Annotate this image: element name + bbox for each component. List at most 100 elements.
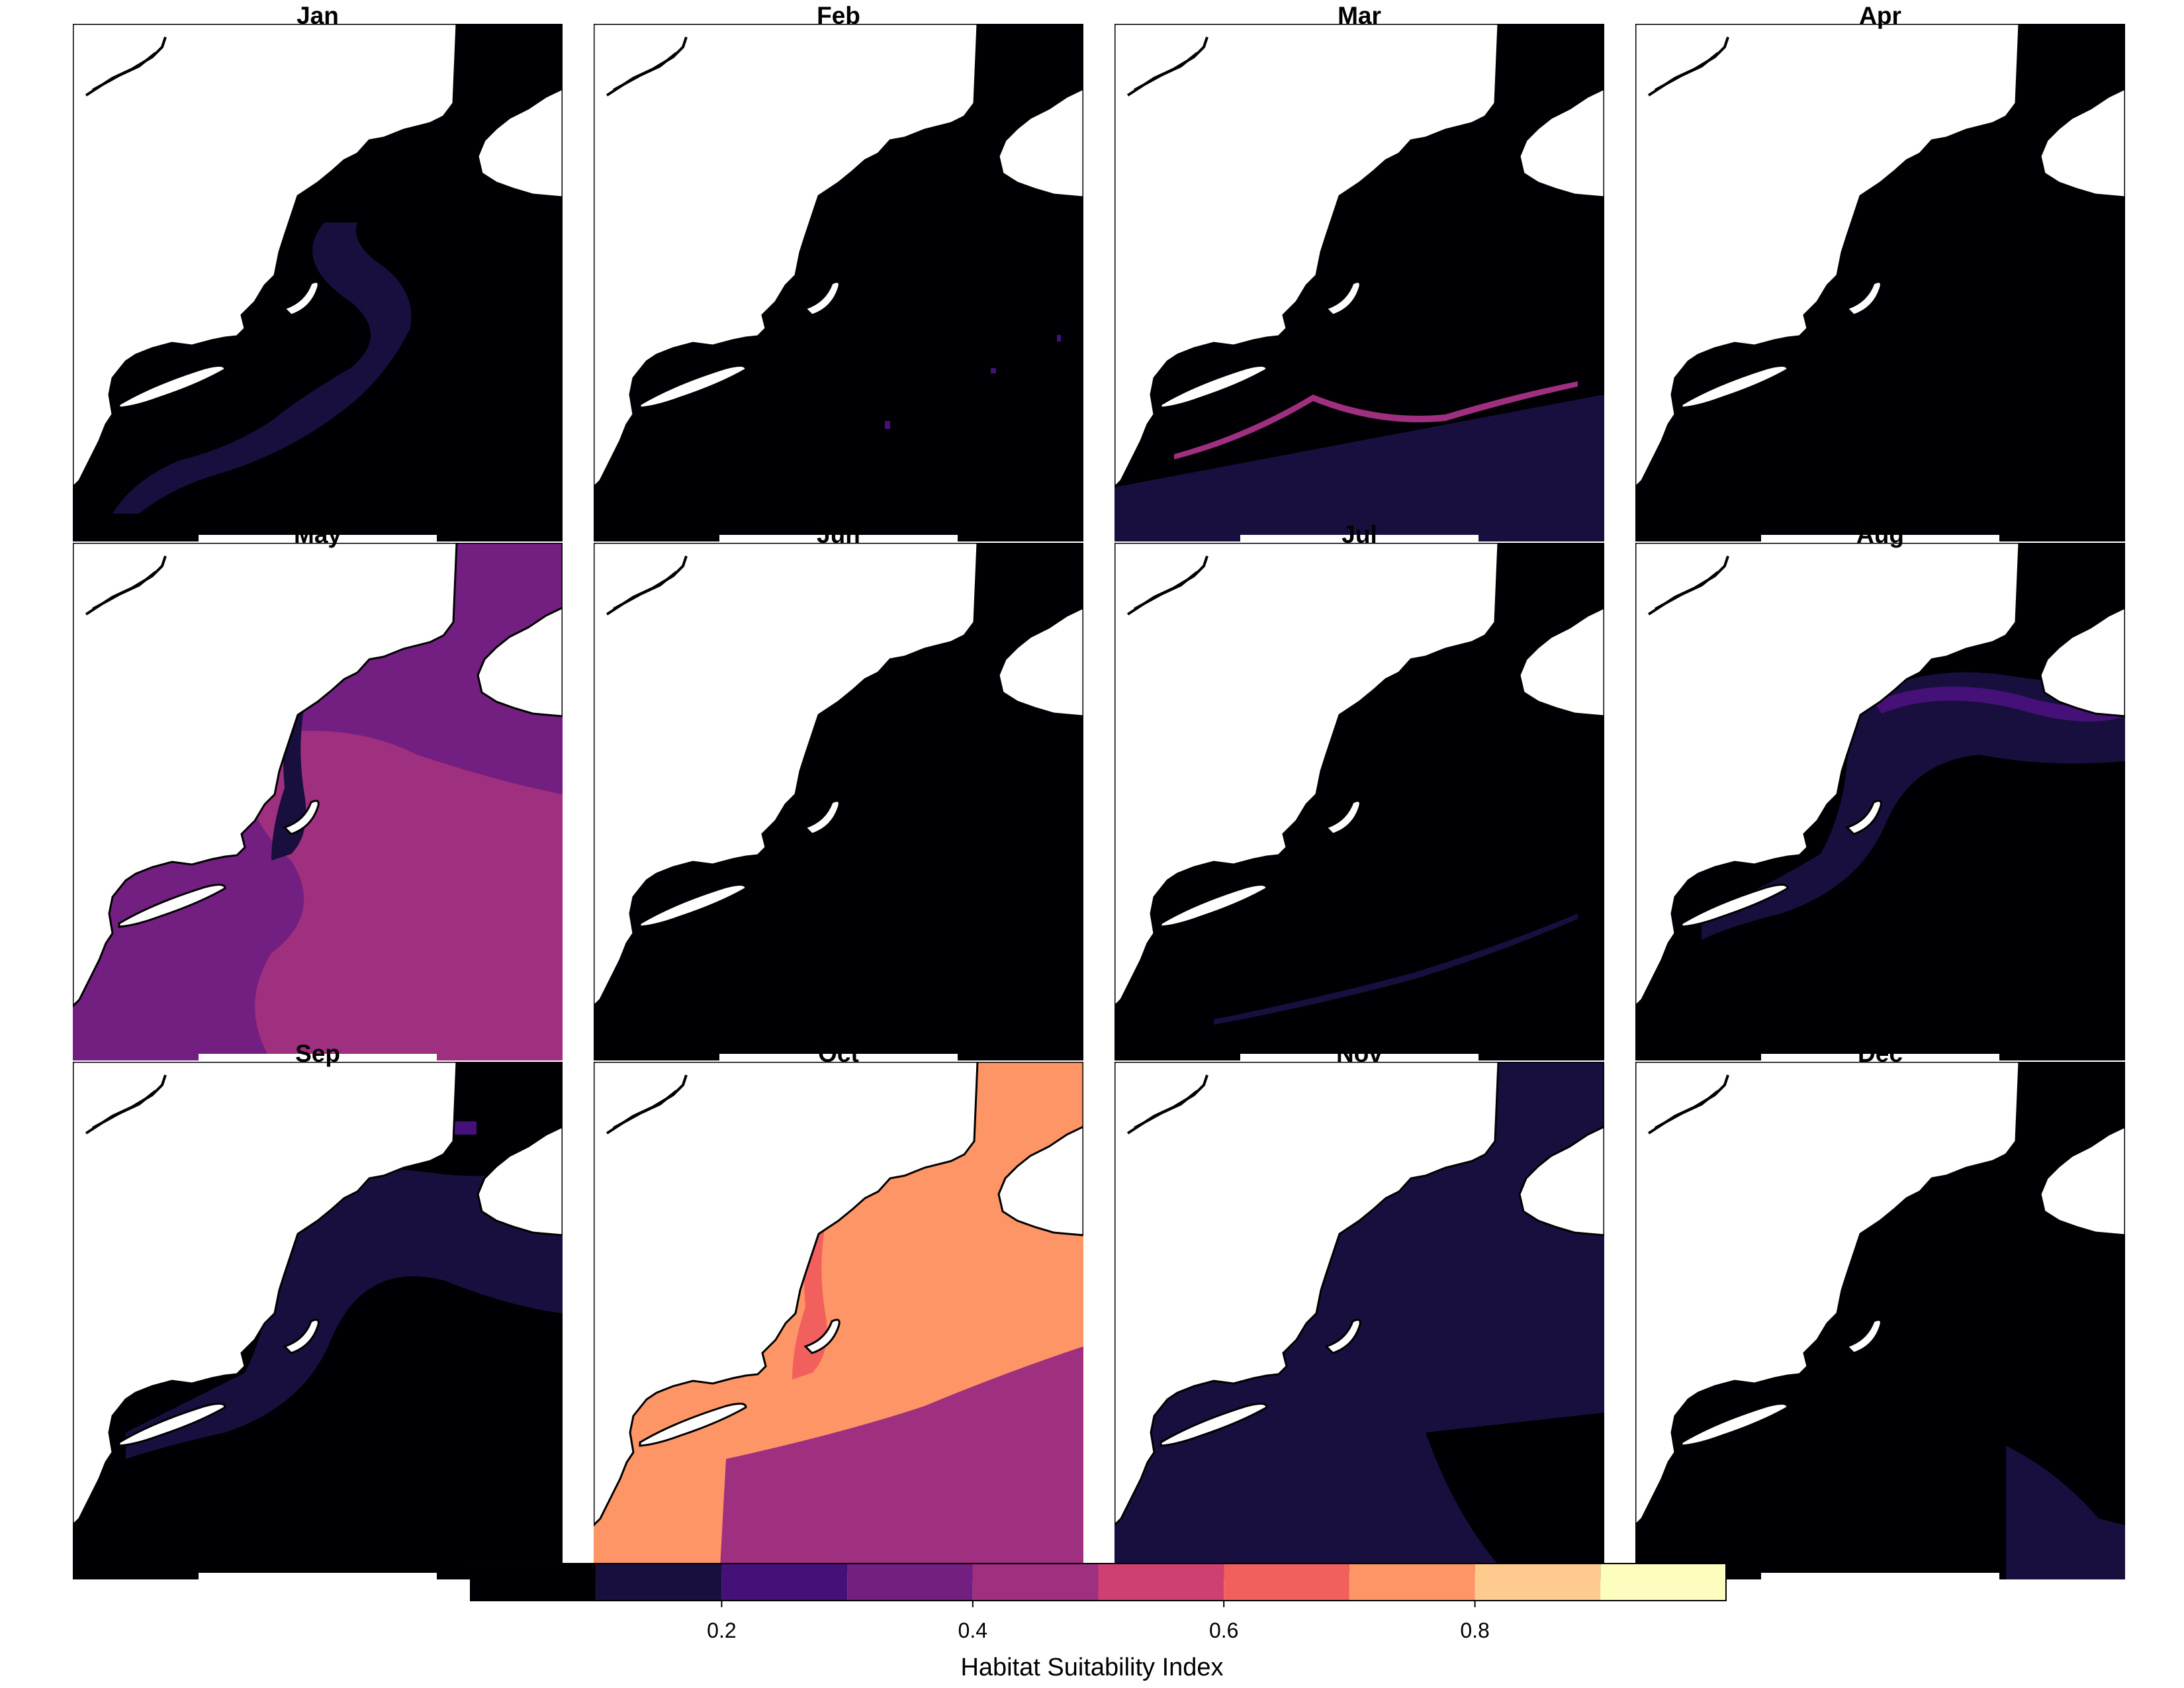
river-estuary [606, 1074, 688, 1135]
panel-title: Jul [1342, 521, 1377, 548]
land-cape-cod [803, 281, 841, 316]
land-mainland [1115, 1062, 1500, 1527]
hsi-band-sepnorth [126, 1161, 563, 1459]
habitat-map [594, 543, 1083, 1060]
hsi-band-novse [1426, 1413, 1604, 1579]
river-estuary [1647, 1074, 1729, 1135]
land-nova-scotia [1115, 1062, 1604, 1237]
month-panel-dec: Dec [1635, 1040, 2125, 1579]
river-estuary [1647, 36, 1729, 97]
map-edge [719, 535, 958, 541]
hsi-band-augline [1874, 686, 2125, 722]
land-nova-scotia [594, 24, 1083, 199]
land-mainland [73, 543, 458, 1008]
map-edge [719, 1054, 958, 1060]
land-cape-cod [803, 1319, 841, 1354]
hsi-band-south [1115, 395, 1604, 541]
map-edge [1761, 1054, 1999, 1060]
land-cape-cod [1324, 281, 1361, 316]
panel-title: Sep [295, 1040, 340, 1067]
land-long-island [1160, 365, 1268, 409]
habitat-map [73, 24, 563, 541]
land-nova-scotia [594, 1062, 1083, 1237]
habitat-map [1635, 1062, 2125, 1579]
river-estuary [85, 36, 167, 97]
river-estuary [606, 36, 688, 97]
habitat-map [1115, 24, 1604, 541]
month-panel-may: May [73, 521, 563, 1060]
river-estuary [1126, 36, 1208, 97]
month-panel-jul: Jul [1115, 521, 1604, 1060]
river-estuary [1126, 1074, 1208, 1135]
land-mainland [594, 543, 979, 1008]
colorbar-tick-label: 0.2 [707, 1618, 737, 1642]
land-cape-cod [1845, 800, 1882, 835]
map-edge [199, 1054, 437, 1060]
land-cape-cod [1845, 281, 1882, 316]
panel-title: Nov [1336, 1040, 1383, 1067]
river-estuary [1647, 555, 1729, 616]
land-mainland [1635, 543, 2021, 1008]
panel-title: Aug [1856, 521, 1904, 548]
river-estuary [1126, 555, 1208, 616]
panel-title: Mar [1338, 2, 1381, 29]
land-nova-scotia [1115, 24, 1604, 199]
panel-title: Oct [818, 1040, 859, 1067]
land-long-island [118, 884, 226, 928]
land-long-island [1680, 1403, 1789, 1447]
habitat-map [1115, 1062, 1604, 1579]
land-long-island [118, 365, 226, 409]
land-cape-cod [1845, 1319, 1882, 1354]
map-edge [1240, 1573, 1479, 1579]
panel-title: Apr [1859, 2, 1901, 29]
land-mainland [1115, 24, 1500, 489]
map-edge [1761, 535, 1999, 541]
month-panel-nov: Nov [1115, 1040, 1604, 1579]
month-panel-feb: Feb [594, 2, 1083, 541]
land-mainland [594, 1062, 979, 1527]
land-long-island [639, 365, 747, 409]
land-long-island [118, 1403, 226, 1447]
hsi-band-coast [792, 1161, 845, 1380]
land-mainland [1635, 24, 2021, 489]
river-estuary [85, 1074, 167, 1135]
hsi-band-coast [271, 642, 324, 861]
panel-title: Feb [817, 2, 860, 29]
month-panel-apr: Apr [1635, 2, 2125, 541]
land-mainland [594, 24, 979, 489]
hsi-band-jan [113, 222, 412, 514]
land-nova-scotia [73, 543, 563, 718]
land-long-island [1680, 365, 1789, 409]
land-long-island [1160, 884, 1268, 928]
habitat-map [1635, 543, 2125, 1060]
land-mainland [1635, 1062, 2021, 1527]
habitat-map [594, 1062, 1083, 1579]
hsi-band-octsouth [719, 1346, 1083, 1579]
land-mainland [73, 1062, 458, 1527]
map-edge [1240, 535, 1479, 541]
map-panel-grid: Jan Feb Mar Apr May Jun Jul Aug Sep Oct … [73, 2, 2125, 1579]
land-nova-scotia [594, 543, 1083, 718]
hsi-band-julline [1214, 914, 1578, 1025]
colorbar-title: Habitat Suitability Index [960, 1654, 1224, 1681]
land-long-island [1680, 884, 1789, 928]
month-panel-jun: Jun [594, 521, 1083, 1060]
land-long-island [639, 884, 747, 928]
map-edge [1761, 1573, 1999, 1579]
land-cape-cod [283, 281, 320, 316]
month-panel-sep: Sep [73, 1040, 563, 1579]
panel-title: Dec [1858, 1040, 1903, 1067]
land-cape-cod [1324, 1319, 1361, 1354]
land-nova-scotia [1635, 543, 2125, 718]
habitat-map [594, 24, 1083, 541]
land-nova-scotia [1115, 543, 1604, 718]
land-long-island [639, 1403, 747, 1447]
colorbar-tick-label: 0.4 [958, 1618, 988, 1642]
colorbar-tick-label: 0.6 [1208, 1618, 1239, 1642]
land-cape-cod [1324, 800, 1361, 835]
river-estuary [85, 555, 167, 616]
panel-title: Jan [296, 2, 339, 29]
panel-title: May [294, 521, 341, 548]
hsi-band-decse [2006, 1446, 2125, 1579]
habitat-map [73, 543, 563, 1060]
